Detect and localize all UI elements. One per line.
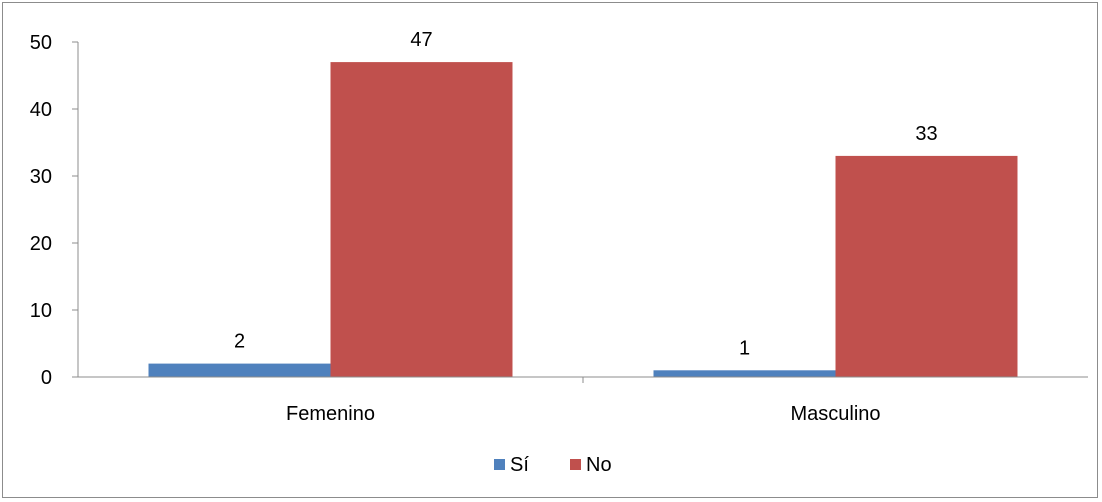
legend-swatch xyxy=(570,459,581,470)
bar-no xyxy=(331,62,513,377)
x-tick-label: Masculino xyxy=(790,403,880,425)
legend-label: Sí xyxy=(510,454,529,476)
y-tick-label: 50 xyxy=(30,32,52,54)
x-tick-label: Femenino xyxy=(286,403,375,425)
data-label: 1 xyxy=(739,337,750,359)
legend-swatch xyxy=(494,459,505,470)
bar-no xyxy=(836,156,1018,377)
bars-layer xyxy=(149,62,1018,377)
data-label: 47 xyxy=(410,29,432,51)
y-tick-label: 10 xyxy=(30,300,52,322)
bar-si xyxy=(149,364,331,377)
y-tick-label: 30 xyxy=(30,166,52,188)
bar-si xyxy=(654,370,836,377)
data-label: 2 xyxy=(234,331,245,353)
data-label: 33 xyxy=(915,123,937,145)
legend: Sí No xyxy=(494,454,612,476)
y-tick-label: 0 xyxy=(41,367,52,389)
legend-label: No xyxy=(586,454,612,476)
y-tick-label: 20 xyxy=(30,233,52,255)
y-tick-label: 40 xyxy=(30,99,52,121)
